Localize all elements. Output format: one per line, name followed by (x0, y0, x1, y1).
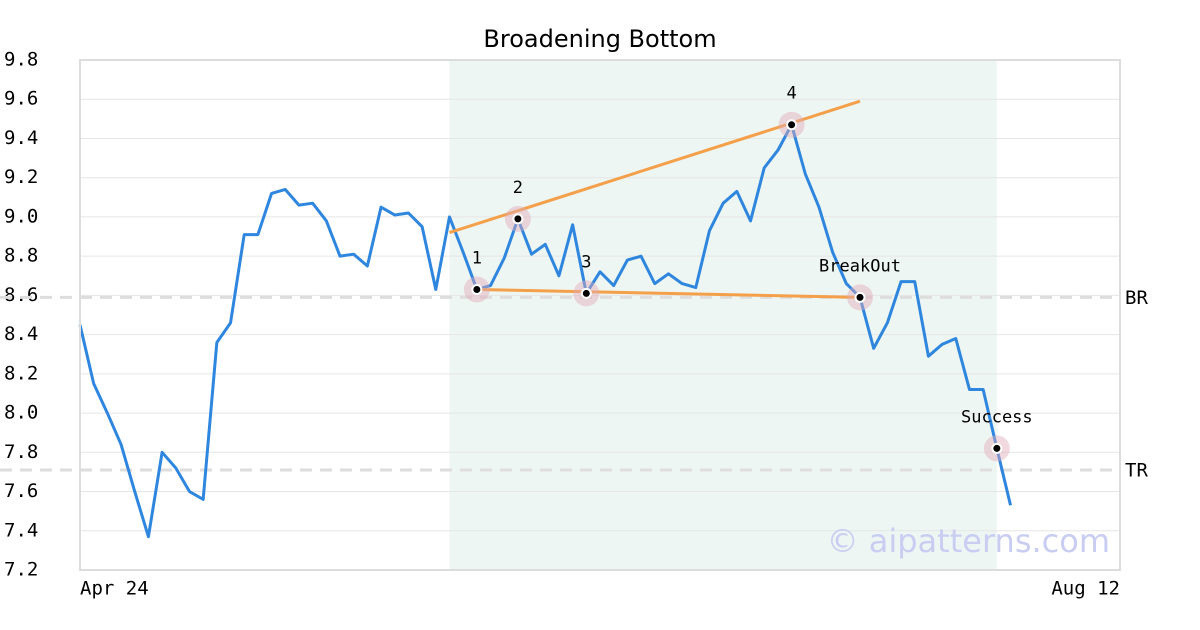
x-tick-label: Apr 24 (80, 578, 149, 600)
pattern-region (449, 60, 997, 570)
pattern-point (854, 291, 866, 303)
y-tick-label: 9.8 (4, 49, 38, 71)
watermark: © aipatterns.com (827, 522, 1110, 560)
pattern-point (471, 284, 483, 295)
chart-title: Broadening Bottom (483, 25, 716, 53)
y-tick-label: 8.0 (4, 402, 38, 424)
y-tick-label: 7.6 (4, 480, 38, 502)
y-tick-label: 8.4 (4, 323, 38, 345)
reference-label: BR (1125, 287, 1148, 309)
y-tick-label: 9.4 (4, 127, 38, 149)
y-tick-label: 8.6 (4, 284, 38, 306)
annotation-label: 2 (513, 178, 523, 198)
pattern-point (580, 287, 592, 299)
plot-frame (79, 59, 1121, 571)
annotation-label: Success (961, 407, 1033, 427)
annotation-label: 3 (581, 252, 591, 272)
pattern-point (991, 442, 1003, 454)
annotation-label: 4 (786, 84, 796, 104)
y-tick-label: 8.8 (4, 245, 38, 267)
price-line (78, 123, 1012, 539)
y-tick-label: 9.6 (4, 88, 38, 110)
reference-label: TR (1125, 459, 1148, 481)
y-tick-label: 7.2 (4, 559, 38, 581)
y-tick-label: 9.0 (4, 205, 38, 227)
y-tick-label: 8.2 (4, 362, 38, 384)
x-tick-label: Aug 12 (1051, 578, 1120, 600)
pattern-point (786, 119, 798, 131)
trend-line (476, 288, 861, 299)
pattern-point (512, 213, 524, 225)
y-tick-label: 9.2 (4, 166, 38, 188)
y-tick-label: 7.4 (4, 519, 38, 541)
annotation-label: 1 (472, 249, 482, 269)
annotation-label: BreakOut (819, 256, 901, 276)
y-tick-label: 7.8 (4, 441, 38, 463)
